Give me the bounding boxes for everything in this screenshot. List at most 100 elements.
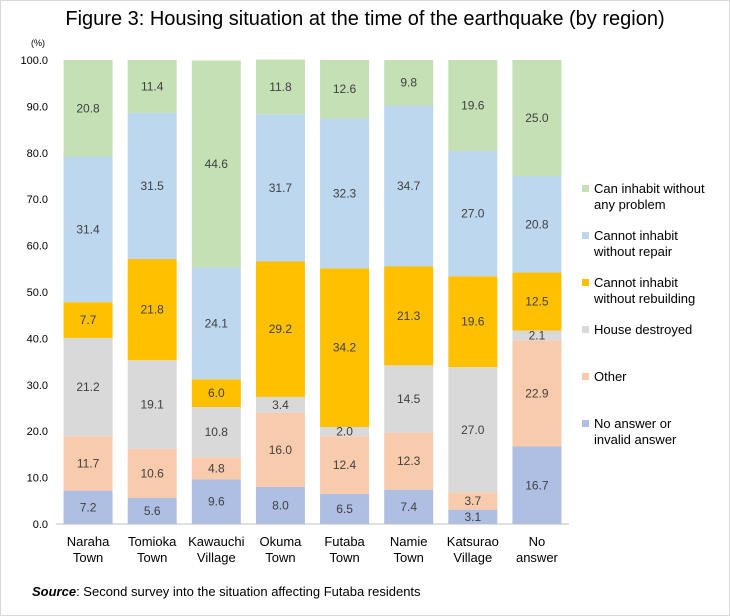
x-category-label: Katsurao (447, 534, 499, 549)
data-label: 2.1 (529, 328, 546, 342)
data-label: 3.7 (464, 494, 481, 508)
data-label: 27.0 (461, 207, 485, 221)
y-tick-label: 100.0 (20, 55, 48, 67)
data-label: 4.8 (208, 461, 225, 475)
x-category-label: Namie (390, 534, 428, 549)
source-text: : Second survey into the situation affec… (76, 584, 421, 599)
bar-segment (255, 396, 305, 413)
x-category-label: Town (137, 550, 167, 565)
bar-segment (191, 407, 241, 458)
legend-swatch (582, 326, 589, 333)
bar-segment (448, 492, 498, 510)
bar-segment (384, 365, 434, 433)
y-tick-label: 90.0 (27, 101, 48, 113)
bar-segment (127, 448, 177, 499)
bar-segment (384, 432, 434, 490)
data-label: 31.7 (269, 181, 293, 195)
bar-segment (127, 112, 177, 260)
x-category-label: Village (453, 550, 492, 565)
bar-segment (127, 259, 177, 361)
data-label: 11.4 (141, 79, 164, 93)
legend-swatch (582, 420, 589, 427)
y-tick-label: 60.0 (27, 241, 48, 253)
bar-segment (448, 60, 498, 151)
data-label: 24.1 (205, 316, 229, 330)
data-label: 31.5 (141, 179, 165, 193)
data-label: 34.7 (397, 179, 421, 193)
data-label: 20.8 (525, 217, 549, 231)
data-label: 9.8 (400, 76, 417, 90)
legend-swatch (582, 232, 589, 239)
data-label: 7.4 (400, 500, 417, 514)
bar-segment (512, 340, 562, 447)
bar-segment (191, 60, 241, 268)
bar-segment (255, 486, 305, 524)
data-label: 2.0 (336, 425, 353, 439)
data-label: 10.6 (141, 466, 165, 480)
data-label: 3.4 (272, 398, 289, 412)
y-unit-label: (%) (31, 38, 45, 48)
bar-segment (320, 436, 370, 494)
data-label: 21.2 (76, 380, 100, 394)
bar-segment (512, 330, 562, 341)
bar-segment (448, 509, 498, 524)
data-label: 29.2 (269, 322, 293, 336)
x-category-label: Village (197, 550, 236, 565)
data-label: 5.6 (144, 504, 161, 518)
data-label: 6.5 (336, 502, 353, 516)
bar-segment (191, 267, 241, 380)
data-label: 9.6 (208, 495, 225, 509)
bar-segment (127, 498, 177, 524)
data-label: 12.3 (397, 454, 421, 468)
y-tick-label: 50.0 (27, 287, 48, 299)
legend-swatch (582, 279, 589, 286)
bar-segment (255, 59, 305, 115)
source-label: Source (32, 584, 77, 599)
data-label: 31.4 (76, 222, 100, 236)
data-label: 16.0 (269, 443, 293, 457)
bar-segment (320, 60, 370, 119)
bar-segment (320, 427, 370, 437)
data-label: 21.3 (397, 309, 421, 323)
bar-segment (63, 156, 113, 303)
bar-segment (191, 479, 241, 524)
legend-label: Cannot inhabit (594, 275, 678, 290)
legend-label: Can inhabit without (594, 181, 705, 196)
y-tick-label: 0.0 (33, 519, 48, 531)
data-label: 12.4 (333, 458, 357, 472)
y-tick-label: 20.0 (27, 426, 48, 438)
legend-label: Cannot inhabit (594, 228, 678, 243)
bar-segment (63, 337, 113, 437)
source-note: Source: Second survey into the situation… (32, 584, 421, 599)
bar-segment (512, 176, 562, 273)
bar-segment (255, 261, 305, 397)
data-label: 19.6 (461, 98, 485, 112)
bar-segment (127, 360, 177, 449)
data-label: 27.0 (461, 423, 485, 437)
x-category-label: Town (73, 550, 103, 565)
bar-segment (448, 367, 498, 493)
bar-segment (320, 118, 370, 269)
data-label: 20.8 (76, 101, 100, 115)
data-label: 3.1 (464, 510, 481, 524)
legend-label: any problem (594, 197, 666, 212)
x-category-label: Naraha (67, 534, 110, 549)
bar-segment (384, 489, 434, 524)
bar-segment (255, 412, 305, 487)
bar-segment (63, 436, 113, 491)
chart-title: Figure 3: Housing situation at the time … (65, 8, 665, 30)
y-tick-label: 30.0 (27, 380, 48, 392)
bar-segment (512, 272, 562, 331)
legend-label: without rebuilding (593, 291, 695, 306)
y-tick-label: 10.0 (27, 473, 48, 485)
bar-segment (191, 457, 241, 480)
x-category-label: Futaba (324, 534, 365, 549)
bar-segment (320, 493, 370, 524)
data-label: 21.8 (141, 303, 165, 317)
bar-segment (255, 114, 305, 262)
stacked-bar-chart: 0.0 10.0 20.0 30.0 40.0 50.0 60.0 70.0 80.0 90.0 1… (20, 38, 705, 565)
data-label: 14.5 (397, 392, 421, 406)
data-label: 19.6 (461, 315, 485, 329)
legend-label: without repair (593, 244, 673, 259)
bar-segment (384, 266, 434, 366)
